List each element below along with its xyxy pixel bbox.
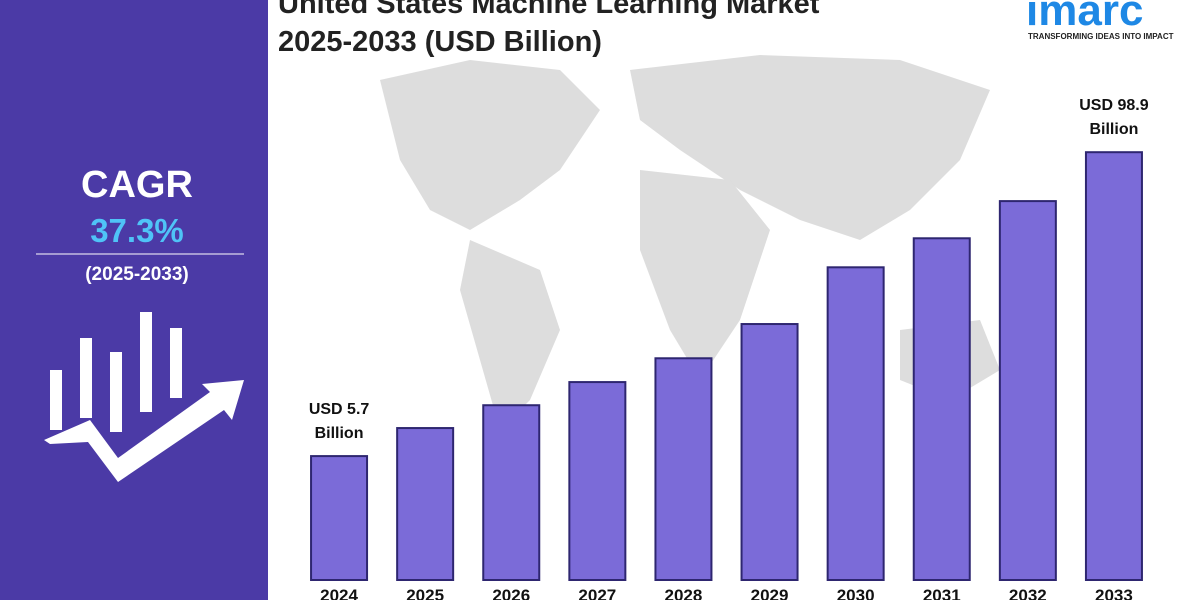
bar <box>310 455 369 582</box>
x-tick-label: 2025 <box>406 586 445 600</box>
bar <box>826 266 885 581</box>
chart-title: United States Machine Learning Market <box>278 0 820 20</box>
x-tick-label: 2026 <box>492 586 531 600</box>
x-tick-label: 2029 <box>750 586 789 600</box>
x-tick-label: 2028 <box>664 586 703 600</box>
x-tick-label: 2032 <box>1008 586 1047 600</box>
value-label: USD 5.7 Billion <box>308 401 370 443</box>
logo-tagline: TRANSFORMING IDEAS INTO IMPACT <box>1028 32 1174 41</box>
bar <box>568 381 627 581</box>
bar <box>654 357 713 582</box>
x-tick-label: 2031 <box>922 586 961 600</box>
value-label: USD 98.9 Billion <box>1079 97 1149 139</box>
x-tick-label: 2030 <box>836 586 875 600</box>
side-panel <box>0 0 268 600</box>
bar <box>912 237 971 581</box>
growth-icon <box>44 312 244 482</box>
logo-name: imarc <box>1026 0 1144 35</box>
x-tick-label: 2024 <box>320 586 358 600</box>
bar <box>1084 151 1143 581</box>
cagr-value: 37.3% <box>90 212 184 249</box>
chart-subtitle: 2025-2033 (USD Billion) <box>278 26 602 58</box>
bar <box>482 404 541 581</box>
bar <box>740 323 799 581</box>
cagr-period: (2025-2033) <box>85 264 189 285</box>
bar <box>396 427 455 581</box>
bar <box>998 200 1057 581</box>
cagr-label: CAGR <box>81 164 193 206</box>
x-tick-label: 2027 <box>578 586 617 600</box>
x-tick-label: 2033 <box>1095 586 1133 600</box>
